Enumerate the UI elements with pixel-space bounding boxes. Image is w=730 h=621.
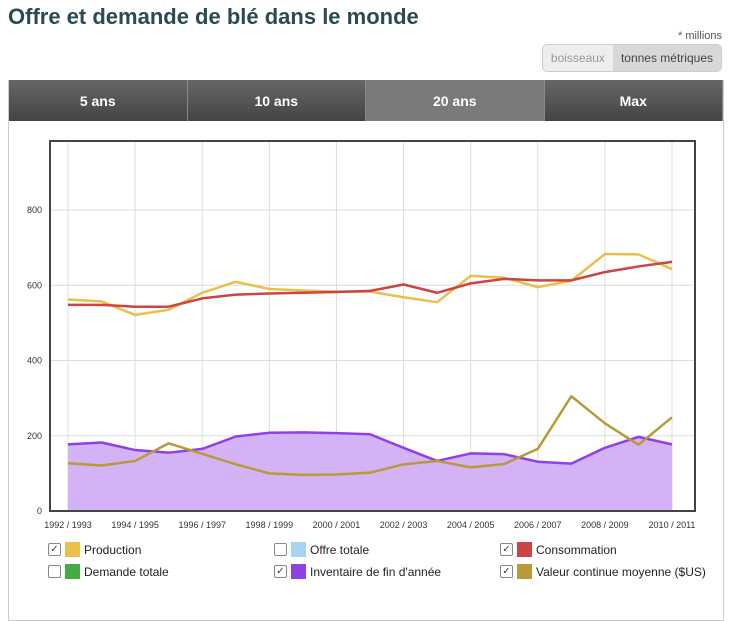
tab-20-ans[interactable]: 20 ans [366, 80, 545, 121]
legend-label: Valeur continue moyenne ($US) [536, 564, 706, 579]
tab-max[interactable]: Max [544, 80, 723, 121]
legend-checkbox[interactable]: ✓ [500, 543, 513, 556]
x-tick-label: 1996 / 1997 [178, 520, 226, 530]
legend-checkbox[interactable] [48, 565, 61, 578]
legend-item[interactable]: Demande totale [48, 564, 169, 579]
legend-checkbox[interactable]: ✓ [274, 565, 287, 578]
chart: 0 200 400 600 800 1992 / 1993 1994 / 1995 1996 … [27, 140, 696, 530]
plot-border [49, 140, 696, 512]
units-note: * millions [677, 30, 722, 42]
tab-5-ans[interactable]: 5 ans [9, 80, 188, 121]
unit-toggle: boisseaux tonnes métriques [541, 44, 722, 72]
unit-boisseaux-button[interactable]: boisseaux [542, 45, 613, 71]
x-tick-label: 2006 / 2007 [514, 520, 562, 530]
series-line-inventaire-de-fin-d-ann-e [67, 431, 673, 465]
legend-swatch [517, 542, 532, 557]
unit-tonnes-button[interactable]: tonnes métriques [612, 45, 721, 71]
legend-item[interactable]: Offre totale [274, 542, 369, 557]
x-tick-label: 2004 / 2005 [447, 520, 495, 530]
x-tick-label: 2000 / 2001 [313, 520, 361, 530]
legend-swatch [65, 542, 80, 557]
y-tick-label: 400 [27, 356, 42, 366]
legend-item[interactable]: ✓ Inventaire de fin d'année [274, 564, 441, 579]
range-tabs: 5 ans 10 ans 20 ans Max [9, 80, 723, 121]
legend-label: Consommation [536, 542, 617, 557]
legend-swatch [65, 564, 80, 579]
legend-swatch [517, 564, 532, 579]
legend-item[interactable]: ✓ Production [48, 542, 141, 557]
legend-swatch [291, 564, 306, 579]
y-tick-label: 800 [27, 205, 42, 215]
legend-label: Offre totale [310, 542, 370, 557]
legend-checkbox[interactable]: ✓ [500, 565, 513, 578]
x-tick-label: 2008 / 2009 [581, 520, 629, 530]
series-line-consommation [68, 260, 673, 308]
series-line-valeur-continue-moyenne-us [67, 394, 673, 477]
y-tick-label: 600 [27, 280, 42, 290]
legend-item[interactable]: ✓ Consommation [500, 542, 617, 557]
page-title: Offre et demande de blé dans le monde [8, 4, 419, 29]
legend-swatch [291, 542, 306, 557]
x-tick-label: 1992 / 1993 [44, 520, 92, 530]
legend-label: Production [84, 542, 142, 557]
x-tick-label: 1998 / 1999 [246, 520, 294, 530]
legend-checkbox[interactable]: ✓ [48, 543, 61, 556]
y-tick-label: 200 [27, 431, 42, 441]
x-tick-label: 2010 / 2011 [649, 520, 696, 530]
legend-checkbox[interactable] [274, 543, 287, 556]
chart-panel: 5 ans 10 ans 20 ans Max [8, 80, 724, 621]
legend-label: Demande totale [84, 564, 169, 579]
x-tick-label: 2002 / 2003 [380, 520, 428, 530]
legend-item[interactable]: ✓ Valeur continue moyenne ($US) [500, 564, 706, 579]
tab-10-ans[interactable]: 10 ans [187, 80, 366, 121]
x-tick-label: 1994 / 1995 [111, 520, 159, 530]
legend-label: Inventaire de fin d'année [310, 564, 442, 579]
y-tick-label: 0 [37, 506, 42, 516]
